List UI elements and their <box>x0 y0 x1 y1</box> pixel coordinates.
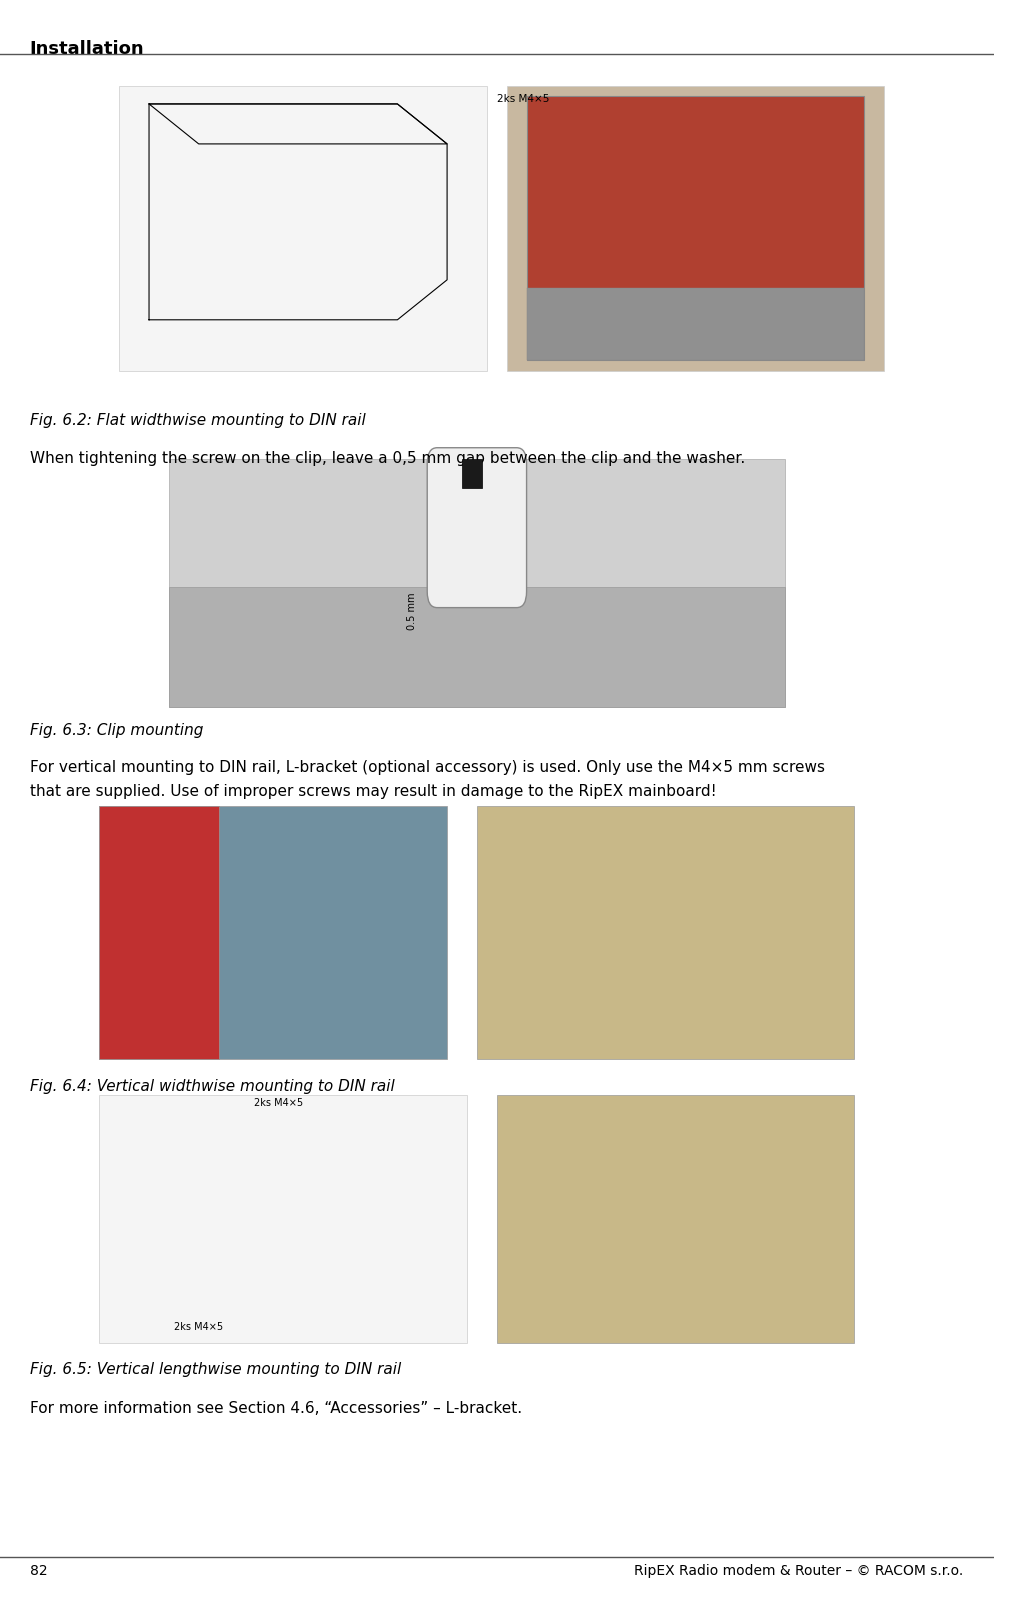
FancyBboxPatch shape <box>497 1095 855 1343</box>
FancyBboxPatch shape <box>119 86 487 371</box>
FancyBboxPatch shape <box>168 459 785 707</box>
Text: Fig. 6.5: Vertical lengthwise mounting to DIN rail: Fig. 6.5: Vertical lengthwise mounting t… <box>30 1362 401 1377</box>
FancyBboxPatch shape <box>99 1095 467 1343</box>
Text: Fig. 6.2: Flat widthwise mounting to DIN rail: Fig. 6.2: Flat widthwise mounting to DIN… <box>30 413 366 427</box>
Text: Fig. 6.4: Vertical widthwise mounting to DIN rail: Fig. 6.4: Vertical widthwise mounting to… <box>30 1079 394 1094</box>
FancyBboxPatch shape <box>99 806 447 1059</box>
FancyBboxPatch shape <box>461 459 482 488</box>
FancyBboxPatch shape <box>527 96 865 360</box>
FancyBboxPatch shape <box>99 806 218 1059</box>
Text: 82: 82 <box>30 1564 47 1578</box>
FancyBboxPatch shape <box>168 587 785 707</box>
Text: When tightening the screw on the clip, leave a 0,5 mm gap between the clip and t: When tightening the screw on the clip, l… <box>30 451 745 465</box>
Text: For vertical mounting to DIN rail, L-bracket (optional accessory) is used. Only : For vertical mounting to DIN rail, L-bra… <box>30 760 825 774</box>
Text: 2ks M4×5: 2ks M4×5 <box>497 94 549 104</box>
FancyBboxPatch shape <box>477 806 855 1059</box>
FancyBboxPatch shape <box>506 86 884 371</box>
Text: Installation: Installation <box>30 40 144 58</box>
Text: 2ks M4×5: 2ks M4×5 <box>253 1099 303 1108</box>
Text: that are supplied. Use of improper screws may result in damage to the RipEX main: that are supplied. Use of improper screw… <box>30 784 717 798</box>
FancyBboxPatch shape <box>527 288 865 360</box>
FancyBboxPatch shape <box>427 448 527 608</box>
Text: For more information see Section 4.6, “Accessories” – L-bracket.: For more information see Section 4.6, “A… <box>30 1401 522 1415</box>
Text: RipEX Radio modem & Router – © RACOM s.r.o.: RipEX Radio modem & Router – © RACOM s.r… <box>634 1564 964 1578</box>
Text: 2ks M4×5: 2ks M4×5 <box>175 1322 224 1332</box>
Text: 0.5 mm: 0.5 mm <box>407 592 418 630</box>
Text: Fig. 6.3: Clip mounting: Fig. 6.3: Clip mounting <box>30 723 203 737</box>
